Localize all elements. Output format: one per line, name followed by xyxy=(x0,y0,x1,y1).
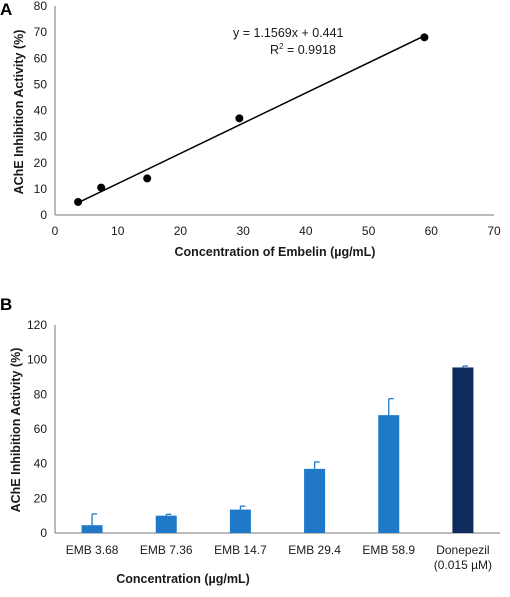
data-point xyxy=(143,174,152,183)
y-tick-label: 10 xyxy=(34,182,48,196)
bar xyxy=(81,525,103,533)
y-tick-labels: 0 10 20 30 40 50 60 70 80 xyxy=(34,0,48,222)
category-label: EMB 3.68 xyxy=(66,543,119,557)
x-tick-label: 10 xyxy=(111,224,125,238)
r-squared-label: R2 = 0.9918 xyxy=(270,42,336,57)
category-label: EMB 29.4 xyxy=(288,543,341,557)
y-axis-title: AChE Inhibition Activity (%) xyxy=(12,30,26,195)
category-label: Donepezil xyxy=(436,543,489,557)
error-bars xyxy=(91,365,468,526)
category-label: EMB 58.9 xyxy=(362,543,415,557)
x-axis-title: Concentration of Embelin (µg/mL) xyxy=(175,245,376,259)
panel-a-label: A xyxy=(0,0,12,19)
x-tick-label: 0 xyxy=(52,224,59,238)
y-tick-label: 20 xyxy=(34,156,48,170)
y-tick-label: 80 xyxy=(34,0,48,13)
y-axis-title: AChE Inhibition Activity (%) xyxy=(9,348,23,513)
category-label: EMB 7.36 xyxy=(140,543,193,557)
y-tick-label: 60 xyxy=(34,422,48,436)
y-tick-label: 30 xyxy=(34,130,48,144)
x-tick-label: 40 xyxy=(299,224,313,238)
y-tick-label: 70 xyxy=(34,25,48,39)
y-tick-label: 100 xyxy=(27,353,47,367)
y-tick-label: 0 xyxy=(40,526,47,540)
x-tick-labels: 0 10 20 30 40 50 60 70 xyxy=(52,224,501,238)
x-tick-label: 20 xyxy=(174,224,188,238)
category-label: EMB 14.7 xyxy=(214,543,267,557)
y-tick-label: 40 xyxy=(34,104,48,118)
bar xyxy=(304,468,326,533)
y-tick-label: 60 xyxy=(34,51,48,65)
data-point xyxy=(97,183,106,192)
y-tick-label: 50 xyxy=(34,77,48,91)
bar xyxy=(378,415,400,533)
y-tick-label: 40 xyxy=(34,457,48,471)
bar-chart: 0 20 40 60 80 100 120 EMB 3.68 EMB 7.36 EMB 14.7… xyxy=(9,318,500,586)
trendline xyxy=(77,35,425,204)
y-tick-label: 0 xyxy=(40,208,47,222)
bar xyxy=(155,515,177,533)
y-tick-label: 80 xyxy=(34,387,48,401)
scatter-chart: 0 10 20 30 40 50 60 70 80 0 10 20 30 40 50 60 70 y = 1.… xyxy=(12,0,501,259)
bar xyxy=(452,367,474,533)
y-tick-labels: 0 20 40 60 80 100 120 xyxy=(27,318,47,540)
bar xyxy=(229,509,251,533)
y-tick-label: 120 xyxy=(27,318,47,332)
data-point xyxy=(420,33,429,42)
data-point xyxy=(235,114,244,123)
panel-b-label: B xyxy=(0,295,12,314)
x-tick-label: 50 xyxy=(362,224,376,238)
x-tick-label: 60 xyxy=(425,224,439,238)
bars xyxy=(81,367,474,533)
regression-equation: y = 1.1569x + 0.441 xyxy=(233,26,344,40)
data-points xyxy=(74,33,429,206)
category-labels: EMB 3.68 EMB 7.36 EMB 14.7 EMB 29.4 EMB 58.9… xyxy=(66,543,492,572)
x-axis-title: Concentration (µg/mL) xyxy=(116,572,250,586)
data-point xyxy=(74,197,83,206)
category-label: (0.015 µM) xyxy=(434,558,492,572)
x-tick-label: 30 xyxy=(236,224,250,238)
x-tick-label: 70 xyxy=(487,224,501,238)
y-tick-label: 20 xyxy=(34,491,48,505)
